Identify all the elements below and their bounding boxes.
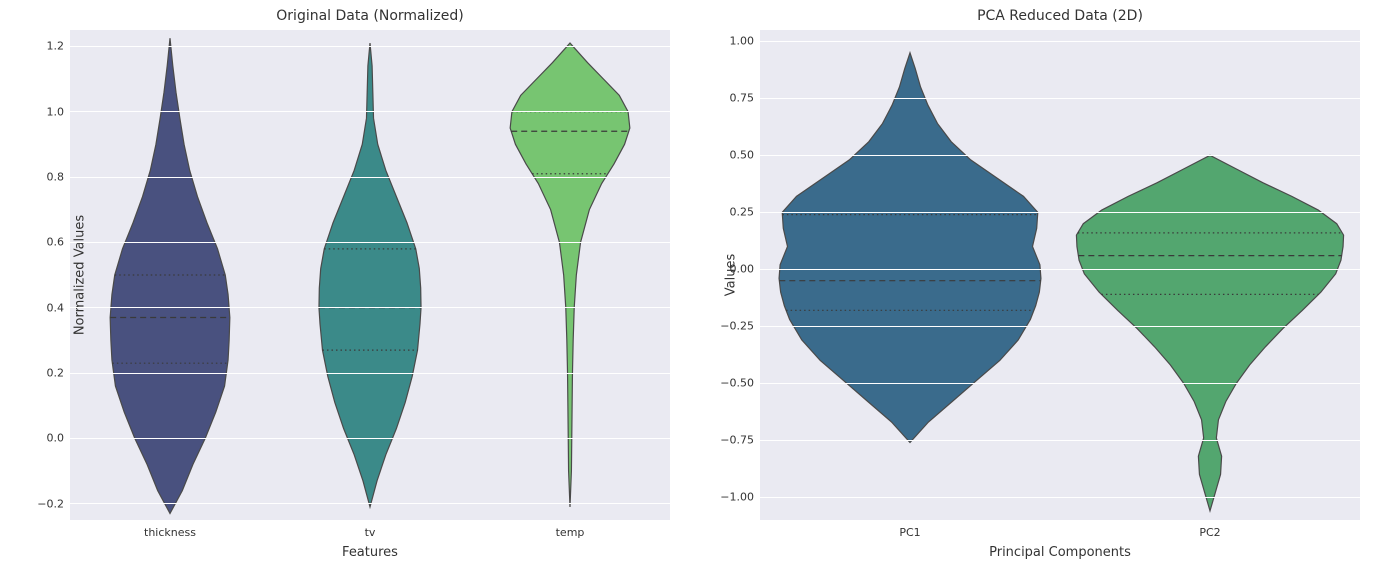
violin-body [779,53,1041,443]
gridline [760,383,1360,384]
xtick-label: tv [365,526,376,539]
xtick-label: PC2 [1199,526,1220,539]
gridline [70,177,670,178]
ytick-label: 0.00 [730,263,755,276]
ytick-label: 0.25 [730,206,755,219]
ytick-label: −0.2 [37,497,64,510]
left-title: Original Data (Normalized) [70,8,670,24]
figure: Original Data (Normalized) Normalized Va… [0,0,1383,584]
violin-body [1076,155,1343,511]
right-subplot: PCA Reduced Data (2D) Values Principal C… [760,30,1360,520]
ytick-label: 0.50 [730,149,755,162]
right-title: PCA Reduced Data (2D) [760,8,1360,24]
left-violins-svg [70,30,670,520]
gridline [70,373,670,374]
ytick-label: 0.0 [47,432,65,445]
violin-body [110,38,230,513]
gridline [760,212,1360,213]
right-violins-svg [760,30,1360,520]
ytick-label: 0.75 [730,92,755,105]
gridline [70,242,670,243]
xtick-label: thickness [144,526,196,539]
ytick-label: −0.50 [720,377,754,390]
left-subplot: Original Data (Normalized) Normalized Va… [70,30,670,520]
ytick-label: −1.00 [720,491,754,504]
ytick-label: −0.25 [720,320,754,333]
ytick-label: 1.0 [47,105,65,118]
gridline [70,46,670,47]
ytick-label: 0.8 [47,171,65,184]
gridline [760,98,1360,99]
gridline [760,440,1360,441]
gridline [760,497,1360,498]
gridline [760,41,1360,42]
gridline [70,503,670,504]
gridline [70,111,670,112]
gridline [760,155,1360,156]
right-xlabel: Principal Components [760,545,1360,560]
gridline [70,438,670,439]
ytick-label: 1.00 [730,35,755,48]
xtick-label: temp [556,526,585,539]
ytick-label: 0.4 [47,301,65,314]
ytick-label: −0.75 [720,434,754,447]
left-xlabel: Features [70,545,670,560]
xtick-label: PC1 [899,526,920,539]
ytick-label: 1.2 [47,40,65,53]
gridline [760,269,1360,270]
ytick-label: 0.2 [47,367,65,380]
gridline [70,307,670,308]
ytick-label: 0.6 [47,236,65,249]
gridline [760,326,1360,327]
